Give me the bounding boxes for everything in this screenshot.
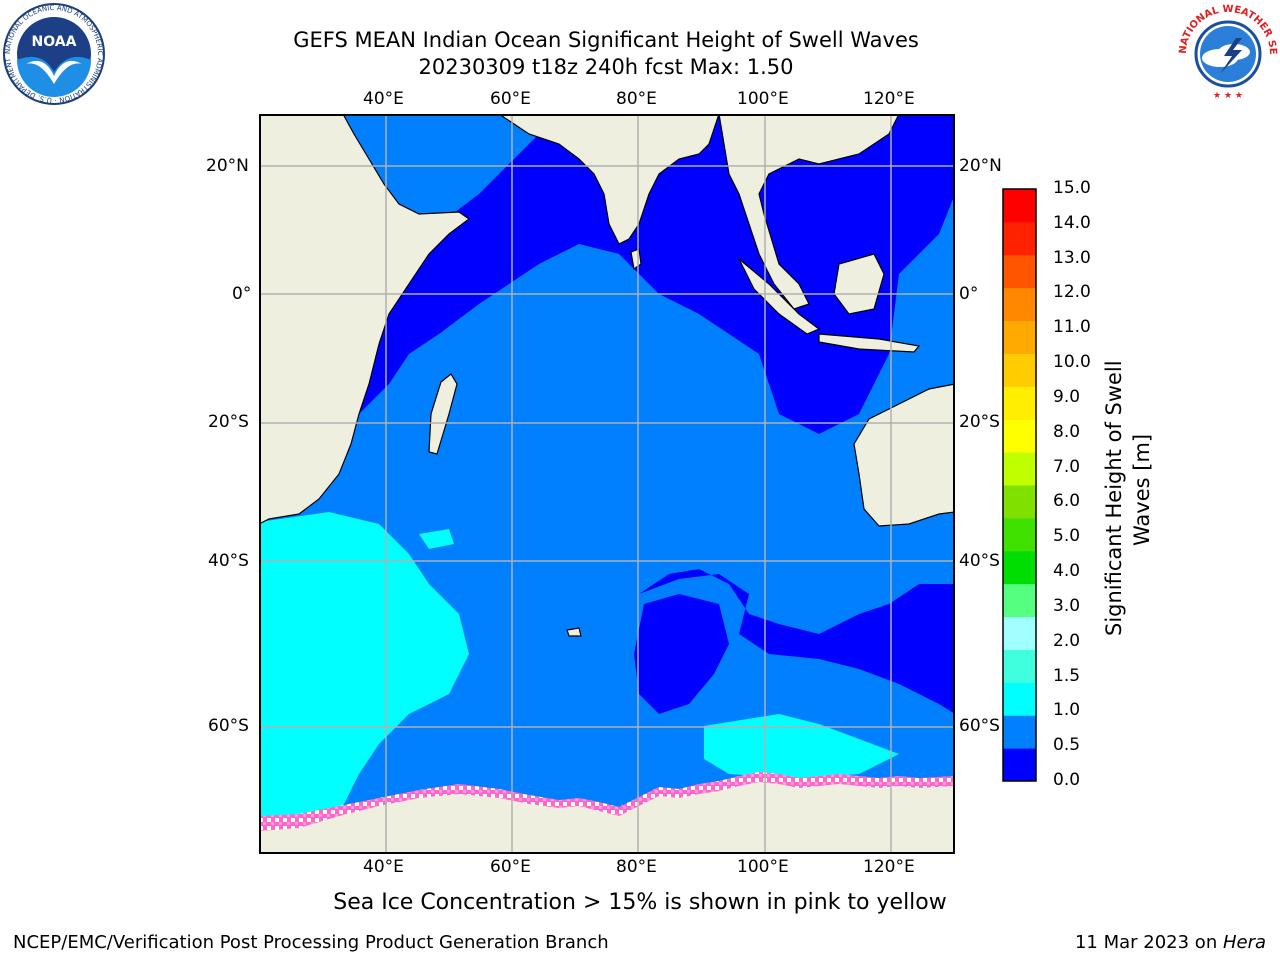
colorbar-tick-label: 7.0 — [1053, 456, 1081, 477]
noaa-logo-text: NOAA — [32, 34, 77, 50]
lon-tick-top: 40°E — [363, 89, 404, 109]
lat-tick-left: 20°S — [208, 412, 249, 432]
swell-height-map — [259, 114, 955, 854]
chart-title: GEFS MEAN Indian Ocean Significant Heigh… — [293, 28, 919, 52]
ocean-swell-1.0-1.5 — [259, 512, 469, 834]
colorbar-tick-label: 5.0 — [1053, 526, 1081, 547]
noaa-logo: NATIONAL OCEANIC AND ATMOSPHERIC ADMINIS… — [2, 2, 105, 105]
colorbar-label-line2: Waves [m] — [1130, 433, 1154, 546]
colorbar-tick-label: 4.0 — [1053, 561, 1081, 582]
colorbar-tick-label: 1.0 — [1053, 700, 1081, 721]
colorbar-tick-label: 13.0 — [1053, 247, 1091, 268]
ocean-swell-below-0.5 — [634, 594, 729, 714]
footer-host: Hera — [1222, 932, 1266, 953]
lat-tick-left: 40°S — [208, 551, 249, 571]
land-madagascar — [428, 373, 458, 455]
lat-tick-right: 20°S — [959, 412, 1000, 432]
colorbar-cell — [1003, 386, 1036, 420]
colorbar-tick-label: 14.0 — [1053, 212, 1091, 233]
lon-tick-top: 100°E — [737, 89, 789, 109]
colorbar-cell — [1003, 715, 1036, 749]
lat-tick-left: 20°N — [206, 156, 249, 176]
colorbar-tick-label: 3.0 — [1053, 595, 1081, 616]
colorbar — [1002, 188, 1037, 782]
svg-text:★ ★ ★: ★ ★ ★ — [1213, 91, 1243, 101]
colorbar-tick-label: 12.0 — [1053, 282, 1091, 303]
colorbar-tick-label: 15.0 — [1053, 178, 1091, 198]
lon-tick-bottom: 40°E — [363, 857, 404, 877]
colorbar-cell — [1003, 419, 1036, 453]
chart-subtitle: 20230309 t18z 240h fcst Max: 1.50 — [418, 55, 794, 79]
colorbar-cell — [1003, 254, 1036, 289]
colorbar-label-line1: Significant Height of Swell — [1102, 360, 1126, 636]
colorbar-tick-label: 9.0 — [1053, 386, 1081, 407]
footer-date: 11 Mar 2023 on Hera — [1075, 932, 1266, 953]
lon-tick-top: 80°E — [616, 89, 657, 109]
lon-tick-bottom: 120°E — [863, 857, 915, 877]
colorbar-cell — [1003, 649, 1036, 683]
land-java — [818, 333, 921, 353]
colorbar-tick-label: 11.0 — [1053, 317, 1091, 338]
colorbar-cell — [1003, 452, 1036, 486]
lon-tick-top: 120°E — [863, 89, 915, 109]
colorbar-cell — [1003, 189, 1036, 223]
lat-tick-right: 40°S — [959, 551, 1000, 571]
colorbar-cell — [1003, 550, 1036, 585]
colorbar-cell — [1003, 682, 1036, 716]
nws-logo: NATIONAL WEATHER SERVICE ★ ★ ★ — [1176, 2, 1278, 104]
lat-tick-left: 60°S — [208, 716, 249, 736]
sea-ice-caption: Sea Ice Concentration > 15% is shown in … — [333, 890, 947, 915]
colorbar-cell — [1003, 748, 1036, 782]
colorbar-cell — [1003, 616, 1036, 650]
footer-date-text: 11 Mar 2023 on — [1074, 932, 1223, 953]
colorbar-cell — [1003, 353, 1036, 387]
land-kerguelen — [566, 627, 582, 637]
colorbar-tick-label: 10.0 — [1053, 352, 1091, 373]
lon-tick-bottom: 100°E — [737, 857, 789, 877]
ocean-swell-1.0-1.5 — [704, 714, 899, 779]
colorbar-cell — [1003, 221, 1036, 256]
map-frame — [259, 114, 955, 854]
ocean-swell-below-0.5 — [639, 569, 955, 714]
colorbar-tick-label: 2.0 — [1053, 630, 1081, 651]
colorbar-tick-label: 1.5 — [1053, 665, 1081, 686]
lat-tick-right: 60°S — [959, 716, 1000, 736]
lat-tick-right: 0° — [959, 284, 979, 304]
sea-ice-band — [259, 772, 955, 831]
colorbar-tick-label: 8.0 — [1053, 421, 1081, 442]
colorbar-tick-label: 0.0 — [1053, 770, 1081, 790]
lon-tick-bottom: 60°E — [490, 857, 531, 877]
colorbar-cell — [1003, 320, 1036, 354]
lon-tick-bottom: 80°E — [616, 857, 657, 877]
land-india — [497, 114, 720, 245]
colorbar-cell — [1003, 583, 1036, 618]
colorbar-tick-label: 0.5 — [1053, 735, 1081, 756]
lon-tick-top: 60°E — [490, 89, 531, 109]
land-africa — [259, 114, 471, 525]
ocean-swell-below-0.5 — [354, 114, 955, 434]
land-australia — [853, 383, 955, 527]
footer-credit: NCEP/EMC/Verification Post Processing Pr… — [13, 932, 609, 953]
lat-tick-right: 20°N — [959, 156, 1002, 176]
land-southeast-asia — [718, 114, 900, 310]
colorbar-cell — [1003, 517, 1036, 552]
colorbar-tick-label: 6.0 — [1053, 491, 1081, 512]
colorbar-cell — [1003, 287, 1036, 322]
land-sumatra — [738, 258, 821, 335]
ocean-swell-1.0-1.5 — [419, 529, 454, 549]
lat-tick-left: 0° — [232, 284, 252, 304]
colorbar-cell — [1003, 485, 1036, 519]
